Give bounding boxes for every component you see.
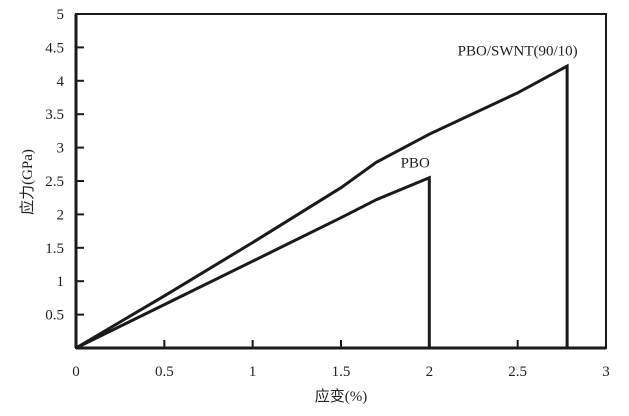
plot-frame xyxy=(74,13,607,350)
axis-ticks: 0 0.5 1 1.5 2 2.5 3 0.5 1 1.5 2 2.5 3 3.5 4 4.5 5 xyxy=(45,7,610,380)
x-tick-label: 0 xyxy=(72,364,80,380)
x-tick-label: 3 xyxy=(602,364,610,380)
x-tick-label: 1 xyxy=(249,364,257,380)
x-axis-title: 应变(%) xyxy=(315,387,368,405)
y-tick-label: 3.5 xyxy=(45,107,64,123)
y-tick-label: 1.5 xyxy=(45,241,64,257)
y-tick-label: 4.5 xyxy=(45,40,64,56)
annotation-pbo-swnt: PBO/SWNT(90/10) xyxy=(458,44,578,60)
plot-border xyxy=(75,13,607,349)
y-tick-label: 3 xyxy=(57,141,65,157)
x-tick-label: 1.5 xyxy=(332,364,351,380)
y-axis-title: 应力(GPa) xyxy=(18,149,36,215)
x-tick-label: 2.5 xyxy=(508,364,527,380)
series-line-1 xyxy=(75,175,431,350)
y-tick-label: 5 xyxy=(57,7,65,23)
series-line-0 xyxy=(75,63,569,350)
y-tick-label: 4 xyxy=(57,74,65,90)
y-tick-label: 1 xyxy=(57,274,65,290)
annotation-pbo: PBO xyxy=(401,155,430,171)
y-tick-label: 2.5 xyxy=(45,174,64,190)
y-tick-label: 0.5 xyxy=(45,308,64,324)
data-series xyxy=(75,63,569,350)
y-tick-label: 2 xyxy=(57,207,65,223)
x-tick-label: 2 xyxy=(426,364,434,380)
x-tick-label: 0.5 xyxy=(155,364,174,380)
